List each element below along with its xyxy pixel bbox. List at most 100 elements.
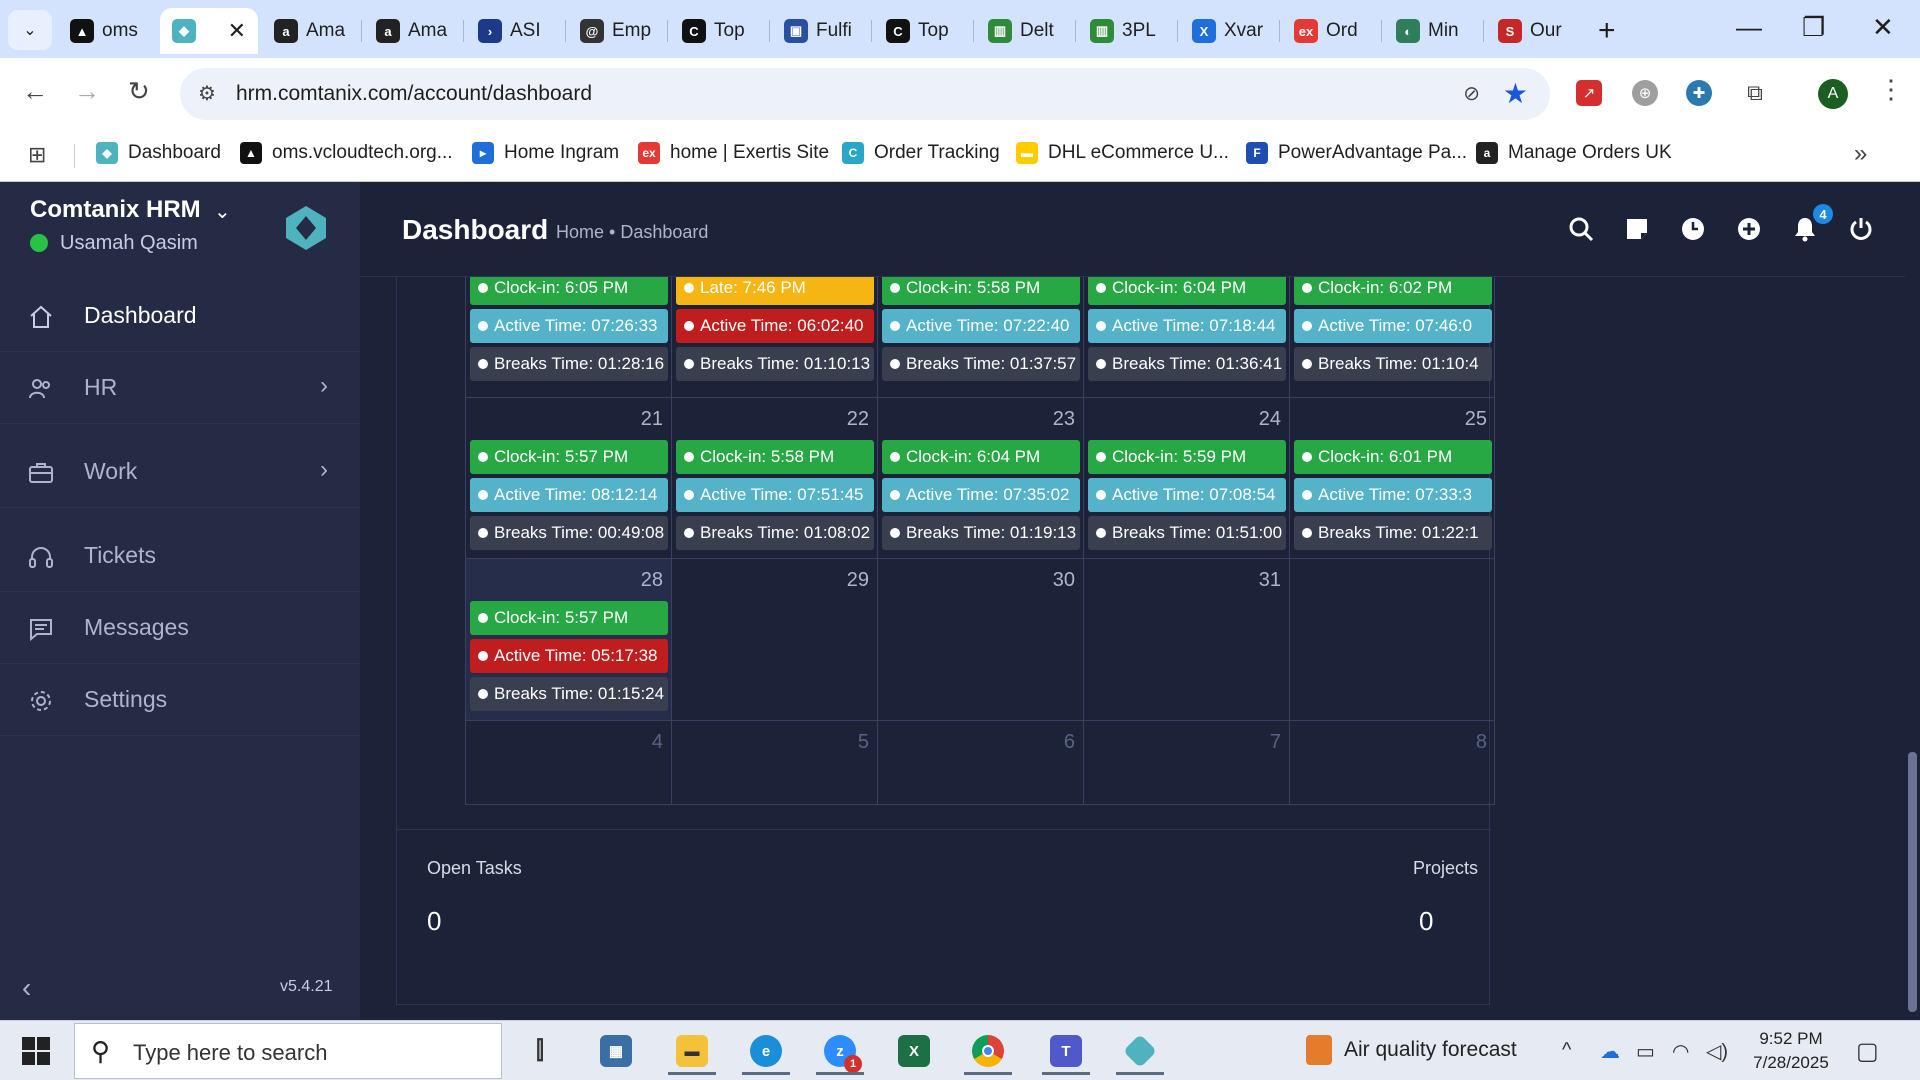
address-bar[interactable]: ⚙ hrm.comtanix.com/account/dashboard ⊘ ★ bbox=[180, 68, 1550, 120]
power-icon[interactable] bbox=[1848, 216, 1874, 242]
calendar-event[interactable]: Clock-in: 5:58 PM bbox=[676, 440, 874, 474]
browser-tab[interactable]: ▥ Delt bbox=[976, 8, 1074, 54]
notes-icon[interactable] bbox=[1624, 216, 1650, 242]
weather-widget[interactable]: Air quality forecast bbox=[1306, 1035, 1517, 1065]
calendar-day-cell[interactable]: 7 bbox=[1084, 721, 1290, 804]
calendar-event[interactable]: Breaks Time: 00:49:08 bbox=[470, 516, 668, 550]
globe-extension-icon[interactable]: ⊕ bbox=[1632, 80, 1658, 106]
bookmark-item[interactable]: C Order Tracking bbox=[842, 142, 1000, 164]
calendar-event[interactable]: Breaks Time: 01:36:41 bbox=[1088, 347, 1286, 381]
calendar-event[interactable]: Clock-in: 5:58 PM bbox=[882, 277, 1080, 305]
calendar-event[interactable]: Breaks Time: 01:08:02 bbox=[676, 516, 874, 550]
taskbar-app-comtanix[interactable] bbox=[1108, 1027, 1172, 1075]
sidebar-item-messages[interactable]: Messages bbox=[0, 592, 360, 664]
bell-icon[interactable] bbox=[1792, 216, 1818, 242]
clock-icon[interactable] bbox=[1680, 216, 1706, 242]
calendar-day-cell[interactable]: 5 bbox=[672, 721, 878, 804]
forward-button[interactable]: → bbox=[74, 76, 100, 106]
task-view-button[interactable]: ⫿ bbox=[508, 1027, 572, 1075]
minimize-button[interactable]: — bbox=[1736, 12, 1762, 42]
show-hidden-icons-icon[interactable]: ^ bbox=[1562, 1039, 1572, 1061]
calendar-event[interactable]: Clock-in: 6:05 PM bbox=[470, 277, 668, 305]
volume-icon[interactable]: ◁) bbox=[1706, 1041, 1729, 1063]
bookmark-item[interactable]: ex home | Exertis Site bbox=[638, 142, 829, 164]
taskbar-clock[interactable]: 9:52 PM 7/28/2025 bbox=[1736, 1027, 1846, 1075]
extensions-puzzle-icon[interactable]: ⧉ bbox=[1747, 80, 1763, 105]
calendar-day-cell[interactable]: 8 bbox=[1290, 721, 1494, 804]
calendar-event[interactable]: Breaks Time: 01:10:13 bbox=[676, 347, 874, 381]
profile-avatar[interactable]: A bbox=[1818, 79, 1848, 109]
brand-name[interactable]: Comtanix HRM bbox=[30, 196, 201, 223]
calendar-day-cell[interactable] bbox=[1290, 559, 1494, 721]
bookmark-item[interactable]: ▸ Home Ingram bbox=[472, 142, 619, 164]
calendar-event[interactable]: Active Time: 07:33:3 bbox=[1294, 478, 1492, 512]
calendar-event[interactable]: Clock-in: 6:02 PM bbox=[1294, 277, 1492, 305]
calendar-event[interactable]: Breaks Time: 01:28:16 bbox=[470, 347, 668, 381]
site-info-icon[interactable]: ⚙ bbox=[198, 83, 216, 105]
browser-tab[interactable]: C Top bbox=[670, 8, 768, 54]
onedrive-icon[interactable]: ☁ bbox=[1600, 1041, 1620, 1063]
chevron-down-icon[interactable]: ⌄ bbox=[214, 201, 231, 223]
calendar-event[interactable]: Active Time: 07:22:40 bbox=[882, 309, 1080, 343]
browser-tab[interactable]: a Ama bbox=[262, 8, 360, 54]
calendar-event[interactable]: Active Time: 08:12:14 bbox=[470, 478, 668, 512]
close-tab-icon[interactable]: ✕ bbox=[227, 18, 246, 43]
calendar-event[interactable]: Breaks Time: 01:10:4 bbox=[1294, 347, 1492, 381]
comtanix-logo-icon[interactable] bbox=[282, 204, 330, 252]
calendar-day-cell[interactable]: 22 Clock-in: 5:58 PM Active Time: 07:51:45… bbox=[672, 398, 878, 559]
close-window-button[interactable]: ✕ bbox=[1872, 12, 1894, 42]
browser-tab[interactable]: ▲ oms bbox=[58, 8, 156, 54]
bookmark-item[interactable]: ▬ DHL eCommerce U... bbox=[1016, 142, 1229, 164]
bookmark-item[interactable]: F PowerAdvantage Pa... bbox=[1246, 142, 1467, 164]
calendar-day-cell[interactable]: 23 Clock-in: 6:04 PM Active Time: 07:35:02… bbox=[878, 398, 1084, 559]
calendar-day-cell[interactable]: 6 bbox=[878, 721, 1084, 804]
calendar-event[interactable]: Breaks Time: 01:19:13 bbox=[882, 516, 1080, 550]
sidebar-item-tickets[interactable]: Tickets bbox=[0, 520, 360, 592]
calendar-day-cell[interactable]: 28 Clock-in: 5:57 PM Active Time: 05:17:38… bbox=[466, 559, 672, 721]
calendar-day-cell[interactable]: 25 Clock-in: 6:01 PM Active Time: 07:33:3 B… bbox=[1290, 398, 1494, 559]
restore-button[interactable]: ❐ bbox=[1802, 12, 1826, 42]
calendar-event[interactable]: Active Time: 07:26:33 bbox=[470, 309, 668, 343]
calendar-event[interactable]: Breaks Time: 01:22:1 bbox=[1294, 516, 1492, 550]
calendar-day-cell[interactable]: 29 bbox=[672, 559, 878, 721]
sidebar-item-work[interactable]: Work › bbox=[0, 436, 360, 508]
calendar-event[interactable]: Clock-in: 6:04 PM bbox=[1088, 277, 1286, 305]
reload-button[interactable]: ↻ bbox=[128, 76, 150, 106]
calendar-event[interactable]: Active Time: 07:51:45 bbox=[676, 478, 874, 512]
calendar-event[interactable]: Late: 7:46 PM bbox=[676, 277, 874, 305]
calendar-event[interactable]: Breaks Time: 01:37:57 bbox=[882, 347, 1080, 381]
calendar-event[interactable]: Active Time: 05:17:38 bbox=[470, 639, 668, 673]
taskbar-app-teams[interactable]: T bbox=[1034, 1027, 1098, 1075]
browser-tab[interactable]: ▥ 3PL bbox=[1078, 8, 1176, 54]
calendar-event[interactable]: Clock-in: 6:01 PM bbox=[1294, 440, 1492, 474]
tracking-protection-icon[interactable]: ⊘ bbox=[1463, 83, 1480, 105]
windows-start-icon[interactable] bbox=[22, 1037, 50, 1065]
calendar-day-cell[interactable]: 4 bbox=[466, 721, 672, 804]
taskbar-app-calculator[interactable]: ▦ bbox=[584, 1027, 648, 1075]
calendar-event[interactable]: Clock-in: 5:57 PM bbox=[470, 440, 668, 474]
browser-tab[interactable]: ◐ Min bbox=[1384, 8, 1482, 54]
add-circle-icon[interactable] bbox=[1736, 216, 1762, 242]
calendar-event[interactable]: Breaks Time: 01:51:00 bbox=[1088, 516, 1286, 550]
search-icon[interactable] bbox=[1568, 216, 1594, 242]
action-center-icon[interactable]: ▢ bbox=[1856, 1038, 1879, 1065]
wifi-icon[interactable]: ◠ bbox=[1672, 1041, 1690, 1063]
calendar-event[interactable]: Active Time: 06:02:40 bbox=[676, 309, 874, 343]
calendar-event[interactable]: Active Time: 07:46:0 bbox=[1294, 309, 1492, 343]
browser-tab[interactable]: ▣ Fulfi bbox=[772, 8, 870, 54]
taskbar-search[interactable]: ⚲ Type here to search bbox=[74, 1023, 502, 1079]
back-button[interactable]: ← bbox=[22, 76, 48, 106]
browser-tab[interactable]: a Ama bbox=[364, 8, 462, 54]
bookmark-item[interactable]: ◆ Dashboard bbox=[96, 142, 221, 164]
bookmark-item[interactable]: a Manage Orders UK bbox=[1476, 142, 1672, 164]
plus-extension-icon[interactable]: ✚ bbox=[1686, 80, 1712, 106]
calendar-day-cell[interactable]: 21 Clock-in: 5:57 PM Active Time: 08:12:14… bbox=[466, 398, 672, 559]
sidebar-item-hr[interactable]: HR › bbox=[0, 352, 360, 424]
taskbar-app-file-explorer[interactable]: ▬ bbox=[660, 1027, 724, 1075]
taskbar-app-chrome[interactable] bbox=[956, 1027, 1020, 1075]
